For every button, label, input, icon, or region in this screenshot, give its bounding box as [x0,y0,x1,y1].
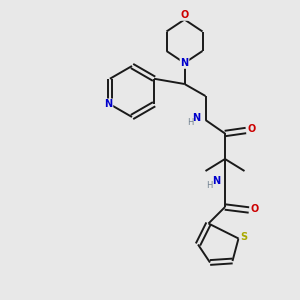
Text: N: N [104,99,112,109]
Text: H: H [187,118,193,127]
Text: N: N [192,112,201,123]
Text: O: O [180,10,189,20]
Text: H: H [206,181,213,190]
Text: O: O [250,203,259,214]
Text: N: N [180,58,189,68]
Text: O: O [247,124,256,134]
Text: S: S [240,232,247,242]
Text: N: N [212,176,220,186]
